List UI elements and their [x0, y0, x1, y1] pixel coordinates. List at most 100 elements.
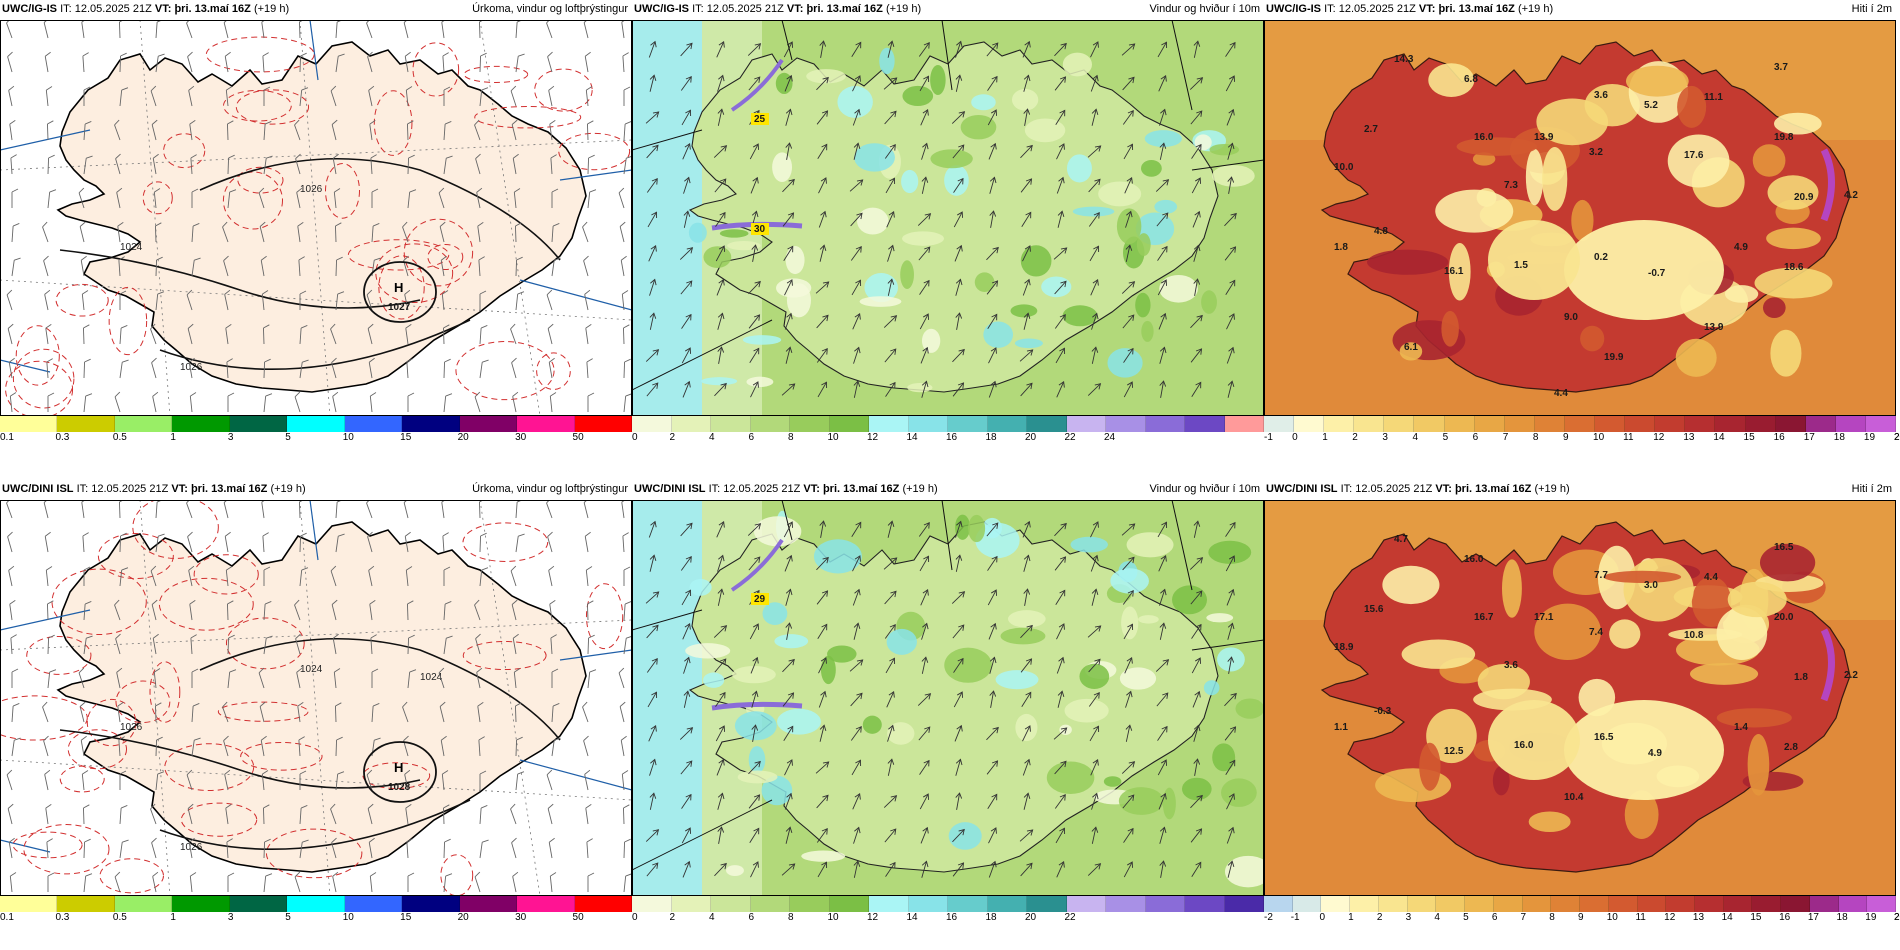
rain-contour — [59, 765, 105, 793]
wind-arrow — [1088, 692, 1100, 707]
colorbar-tick: 30 — [515, 912, 527, 923]
colorbar-swatch — [344, 896, 403, 912]
rain-contour — [97, 533, 174, 580]
wind-barb — [83, 838, 91, 859]
wind-speed-patch — [862, 715, 882, 734]
map-wind[interactable]: 25 30 — [632, 20, 1264, 416]
temp-patch — [1766, 227, 1821, 250]
wind-arrow — [1225, 41, 1236, 57]
wind-barb — [151, 119, 158, 141]
wind-barb — [368, 565, 375, 587]
colorbar-swatch — [1809, 896, 1839, 912]
isobar — [199, 637, 561, 741]
colorbar-swatch — [402, 416, 460, 432]
colorbar-tick: 16 — [1773, 432, 1785, 443]
wind-arrow — [884, 110, 897, 125]
panel-dini-temp: UWC/DINI ISL IT: 12.05.2025 21Z VT: þri.… — [1264, 480, 1900, 940]
wind-arrow — [1123, 827, 1134, 843]
wind-barb — [551, 257, 561, 277]
wind-barb — [443, 566, 451, 586]
wind-arrow — [953, 177, 964, 193]
map-precip[interactable]: 1026 1024 1026 H 1027 — [0, 20, 632, 416]
wind-barb — [119, 567, 129, 587]
wind-arrow — [749, 827, 760, 844]
wind-barb — [587, 392, 595, 412]
wind-barb — [587, 634, 595, 655]
rain-contour — [235, 89, 310, 125]
temp-patch — [1542, 147, 1568, 211]
temp-label: 7.7 — [1594, 570, 1608, 581]
wind-arrow — [717, 108, 725, 126]
wind-barb — [83, 155, 93, 175]
wind-barb — [263, 601, 272, 621]
colorbar-tick: 50 — [572, 432, 584, 443]
wind-arrow — [919, 313, 929, 330]
wind-barb — [299, 532, 307, 553]
it-label: IT: — [76, 483, 89, 495]
wind-barb — [227, 189, 237, 209]
wind-barb — [622, 52, 629, 73]
projection-line — [559, 649, 632, 661]
wind-barb — [620, 255, 627, 277]
wind-arrow — [782, 212, 795, 227]
wind-speed-patch — [1072, 206, 1115, 217]
map-wind[interactable]: 29 — [632, 500, 1264, 896]
map-temp[interactable]: 4.7 16.0 7.7 3.0 4.4 16.5 15.6 16.7 17.1 7.4 10.8 2… — [1264, 500, 1896, 896]
wind-barb — [584, 51, 591, 73]
wind-barb — [299, 805, 308, 825]
wind-arrow — [1022, 520, 1031, 538]
colorbar-swatch — [1145, 416, 1185, 432]
wind-barb — [153, 188, 161, 209]
wind-barb — [11, 668, 19, 688]
wind-speed-patch — [748, 746, 766, 774]
rain-contour — [474, 105, 582, 129]
wind-barb — [78, 667, 85, 689]
wind-arrow — [1121, 761, 1136, 774]
wind-arrow — [953, 691, 963, 708]
wind-arrow — [1158, 792, 1167, 810]
wind-arrow — [646, 658, 658, 673]
wind-barb — [152, 153, 159, 175]
map-temp[interactable]: 14.3 6.8 3.6 5.2 11.1 3.7 2.7 16.0 13.9 3.2 17.6 19… — [1264, 20, 1896, 416]
wind-barb — [82, 52, 89, 73]
wind-barb — [294, 599, 301, 621]
colorbar-swatch — [0, 896, 58, 912]
wind-speed-patch — [1224, 855, 1264, 888]
wind-arrow — [1122, 556, 1135, 571]
wind-arrow — [919, 759, 930, 775]
panel-title: UWC/DINI ISL IT: 12.05.2025 21Z VT: þri.… — [632, 480, 1264, 496]
wind-speed-patch — [1154, 199, 1178, 214]
wind-barb — [515, 736, 523, 757]
init-time: 12.05.2025 21Z — [706, 3, 784, 15]
colorbar-tick: 5 — [1463, 912, 1469, 923]
wind-arrow — [921, 860, 929, 878]
colorbar-tick: 4 — [709, 912, 715, 923]
projection-line — [0, 609, 91, 631]
isobar-label: 1026 — [120, 722, 143, 733]
wind-arrow — [988, 860, 997, 878]
wind-barb — [118, 736, 125, 757]
wind-barb — [331, 119, 338, 141]
map-frame — [0, 500, 632, 896]
temp-patch — [1690, 662, 1759, 685]
temp-label: 2.2 — [1844, 670, 1858, 681]
temp-patch — [1571, 199, 1594, 242]
wind-arrow — [1121, 43, 1136, 56]
wind-barb — [83, 566, 91, 586]
wind-speed-patch — [737, 770, 778, 784]
wind-barb — [44, 769, 51, 791]
temp-label: 19.9 — [1604, 352, 1624, 363]
wind-arrow — [1190, 348, 1203, 363]
wind-arrow — [714, 178, 727, 193]
wind-arrow — [1020, 178, 1033, 193]
wind-arrow — [815, 761, 830, 774]
wind-barb — [227, 872, 235, 892]
colorbar-swatch — [1474, 416, 1505, 432]
map-precip[interactable]: 1024 1026 1026 1024 H 1028 — [0, 500, 632, 896]
colorbar-swatch — [459, 416, 518, 432]
wind-arrow — [1191, 861, 1202, 878]
colorbar-swatch — [459, 896, 518, 912]
temp-label: 4.9 — [1648, 748, 1662, 759]
wind-arrow — [816, 348, 828, 363]
temp-label: 2.8 — [1784, 742, 1798, 753]
